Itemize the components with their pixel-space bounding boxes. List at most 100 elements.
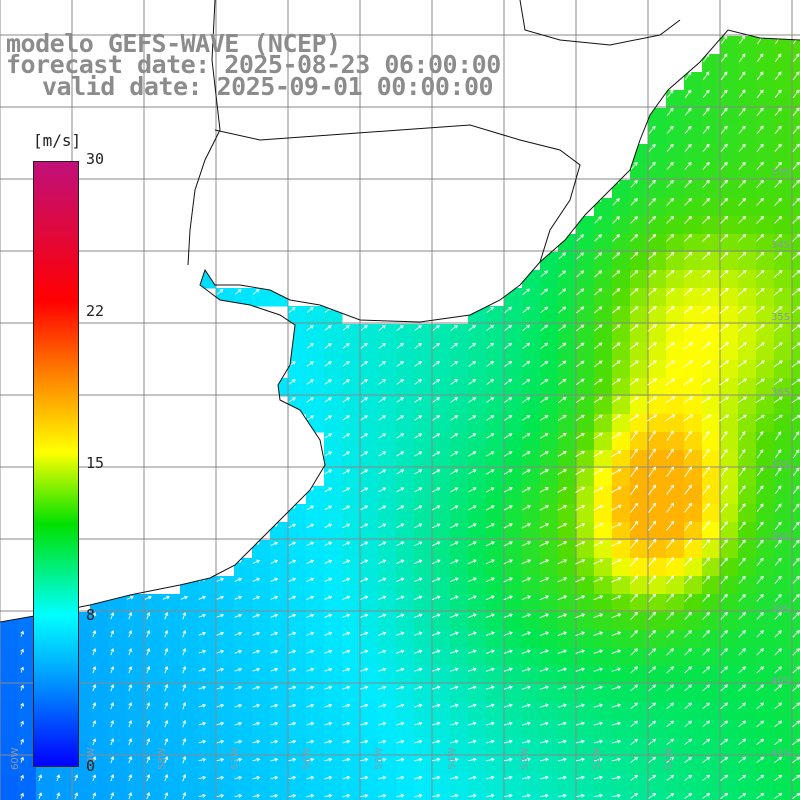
colorbar [33, 161, 79, 767]
wind-cell [432, 792, 451, 800]
wind-arrow [128, 738, 133, 746]
wind-cell [648, 450, 667, 469]
wind-arrow [702, 738, 711, 746]
wind-arrow [630, 557, 639, 567]
wind-arrow [756, 503, 764, 513]
wind-cell [558, 288, 577, 307]
wind-arrow [450, 757, 459, 762]
wind-arrow [128, 630, 133, 638]
wind-cell [630, 702, 649, 721]
wind-arrow [521, 649, 531, 654]
wind-cell [468, 576, 487, 595]
wind-arrow [396, 379, 404, 385]
wind-arrow [648, 666, 656, 674]
wind-cell [774, 612, 793, 631]
wind-arrow [720, 557, 728, 567]
wind-cell [252, 648, 271, 667]
wind-arrow [737, 342, 747, 350]
wind-cell [648, 756, 667, 775]
wind-cell [648, 702, 667, 721]
wind-cell [180, 630, 199, 649]
wind-arrow [575, 468, 586, 475]
wind-arrow [396, 451, 405, 457]
wind-arrow [540, 324, 549, 332]
wind-cell [702, 792, 721, 800]
wind-cell [270, 774, 289, 793]
wind-arrow [738, 630, 746, 638]
wind-cell [324, 792, 343, 800]
wind-cell [288, 504, 307, 523]
wind-cell [738, 180, 757, 199]
wind-arrow [360, 361, 368, 367]
wind-arrow [666, 502, 675, 513]
wind-arrow [306, 325, 314, 331]
wind-arrow [288, 667, 297, 672]
wind-cell [378, 414, 397, 433]
wind-cell [90, 702, 109, 721]
wind-arrow [539, 613, 550, 619]
wind-arrow [593, 342, 603, 350]
wind-cell [666, 90, 685, 109]
wind-cell [450, 684, 469, 703]
wind-cell [612, 234, 631, 253]
wind-cell [306, 558, 325, 577]
wind-cell [648, 108, 667, 127]
wind-cell [342, 378, 361, 397]
wind-cell [558, 792, 577, 800]
lat-label: 36S [771, 387, 790, 398]
wind-arrow [593, 378, 603, 386]
wind-cell [504, 540, 523, 559]
wind-arrow [720, 684, 728, 692]
wind-cell [684, 252, 703, 271]
wind-cell [792, 36, 800, 55]
wind-cell [504, 486, 523, 505]
wind-cell [648, 216, 667, 235]
wind-cell [252, 612, 271, 631]
wind-cell [144, 648, 163, 667]
wind-cell [342, 432, 361, 451]
wind-cell [486, 504, 505, 523]
wind-arrow [630, 180, 638, 188]
wind-arrow [539, 415, 549, 421]
wind-arrow [360, 757, 369, 762]
wind-cell [594, 648, 613, 667]
wind-cell [576, 432, 595, 451]
wind-arrow [522, 324, 531, 332]
wind-cell [558, 684, 577, 703]
wind-arrow [342, 721, 351, 726]
wind-cell [792, 414, 800, 433]
wind-arrow [306, 703, 315, 708]
wind-cell [504, 522, 523, 541]
wind-cell [540, 342, 559, 361]
wind-cell [720, 594, 739, 613]
wind-arrow [360, 775, 369, 780]
wind-cell [792, 504, 800, 523]
wind-cell [468, 432, 487, 451]
wind-cell [234, 288, 253, 307]
wind-cell [774, 540, 793, 559]
wind-arrow [288, 559, 297, 564]
wind-cell [738, 216, 757, 235]
wind-cell [396, 576, 415, 595]
wind-cell [648, 684, 667, 703]
wind-cell [324, 324, 343, 343]
wind-arrow [198, 757, 207, 762]
wind-arrow [666, 107, 674, 116]
wind-arrow [128, 666, 133, 674]
wind-arrow [647, 306, 657, 314]
wind-cell [144, 702, 163, 721]
wind-cell [432, 648, 451, 667]
wind-cell [360, 522, 379, 541]
wind-arrow [738, 449, 746, 459]
wind-arrow [558, 342, 567, 350]
wind-cell [198, 738, 217, 757]
wind-cell [198, 702, 217, 721]
wind-cell [774, 72, 793, 91]
wind-cell [324, 342, 343, 361]
wind-cell [18, 648, 37, 667]
wind-arrow [684, 484, 692, 495]
wind-cell [180, 594, 199, 613]
wind-arrow [467, 631, 477, 636]
wind-cell [540, 522, 559, 541]
wind-arrow [450, 793, 459, 798]
